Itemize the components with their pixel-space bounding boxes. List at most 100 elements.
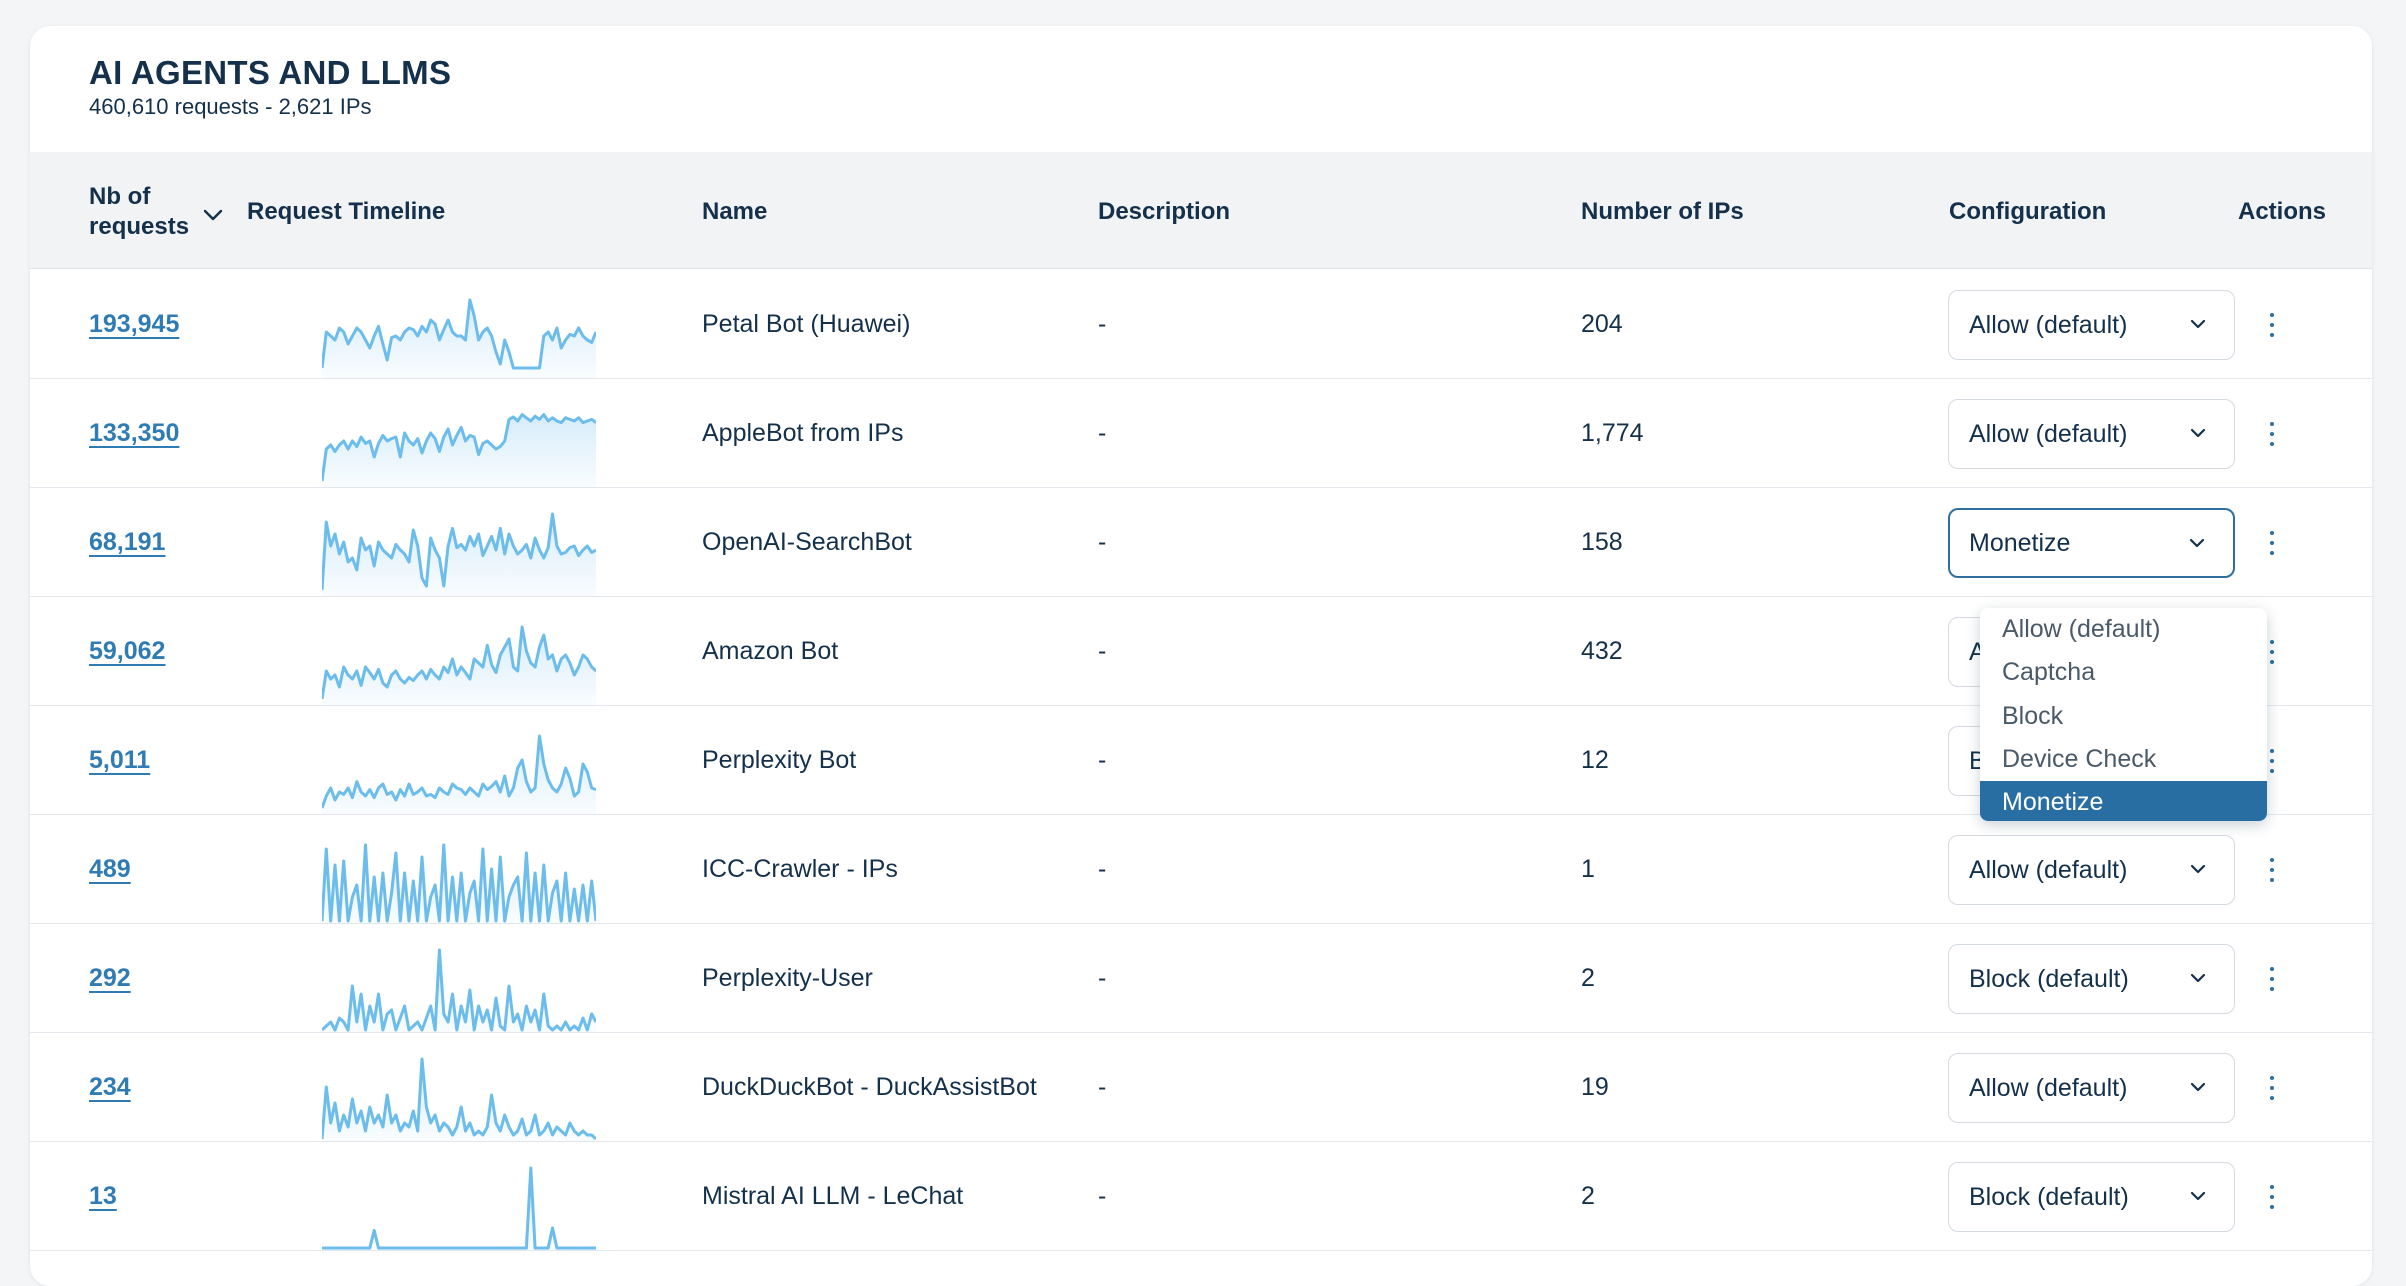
configuration-value: Allow (default) [1969,420,2128,448]
more-vertical-icon[interactable] [2262,528,2282,558]
ip-count: 432 [1581,637,1623,665]
bot-name: DuckDuckBot - DuckAssistBot [702,1073,1037,1101]
configuration-select[interactable]: Block (default) [1948,944,2235,1014]
configuration-select[interactable]: Block (default) [1948,1162,2235,1232]
sparkline-area [322,627,596,705]
dropdown-option[interactable]: Allow (default) [2002,615,2161,643]
chevron-down-icon [2189,538,2205,548]
chevron-down-icon [2190,1082,2206,1092]
chevron-down-icon [2190,1191,2206,1201]
bot-name: Perplexity Bot [702,746,857,774]
table-row: 193,945 Petal Bot (Huawei) - 204 Allow (… [30,270,2372,379]
bot-description: - [1098,746,1107,774]
request-count-link[interactable]: 234 [89,1073,131,1101]
ai-agents-card: AI AGENTS AND LLMS 460,610 requests - 2,… [30,26,2372,1286]
configuration-dropdown-menu: Allow (default) Captcha Block Device Check M… [1980,608,2267,821]
chevron-down-icon[interactable] [202,208,224,222]
bot-name: ICC-Crawler - IPs [702,855,898,883]
page-subtitle: 460,610 requests - 2,621 IPs [89,94,372,119]
sparkline-line [322,298,596,370]
sparkline-line [322,734,596,809]
sparkline-line [322,1166,596,1250]
request-timeline-sparkline [322,625,596,705]
request-count-link[interactable]: 489 [89,855,131,883]
configuration-select[interactable]: Monetize [1948,508,2235,578]
page-title: AI AGENTS AND LLMS [89,54,452,91]
column-timeline: Request Timeline [247,198,446,225]
ip-count: 2 [1581,964,1595,992]
bot-description: - [1098,1182,1107,1210]
request-timeline-sparkline [322,413,596,487]
table-row: 489 ICC-Crawler - IPs - 1 Allow (default… [30,815,2372,924]
configuration-value: Allow (default) [1969,311,2128,339]
more-vertical-icon[interactable] [2262,1182,2282,1212]
sparkline-line [322,512,596,591]
chevron-down-icon [2190,319,2206,329]
bot-description: - [1098,1073,1107,1101]
more-vertical-icon[interactable] [2262,1073,2282,1103]
ip-count: 1,774 [1581,419,1644,447]
request-timeline-sparkline [322,948,596,1032]
bot-name: AppleBot from IPs [702,419,904,447]
request-timeline-sparkline [322,734,596,814]
column-description: Description [1098,198,1231,225]
request-count-link[interactable]: 13 [89,1182,117,1210]
bot-description: - [1098,637,1107,665]
request-count-link[interactable]: 193,945 [89,310,180,338]
table-row: 133,350 AppleBot from IPs - 1,774 Allow … [30,379,2372,488]
request-count-link[interactable]: 292 [89,964,131,992]
more-vertical-icon[interactable] [2262,964,2282,994]
dropdown-option[interactable]: Captcha [2002,658,2096,687]
dropdown-option[interactable]: Device Check [2002,744,2157,773]
ip-count: 158 [1581,528,1623,556]
column-ips: Number of IPs [1581,198,1744,225]
configuration-value: Block (default) [1969,1183,2129,1211]
bot-description: - [1098,419,1107,447]
more-vertical-icon[interactable] [2262,855,2282,885]
dropdown-option[interactable]: Monetize [1980,781,2267,821]
bot-name: Mistral AI LLM - LeChat [702,1182,964,1210]
ip-count: 12 [1581,746,1609,774]
more-vertical-icon[interactable] [2262,419,2282,449]
configuration-select[interactable]: Allow (default) [1948,399,2235,469]
configuration-select[interactable]: Allow (default) [1948,835,2235,905]
configuration-select[interactable]: Allow (default) [1948,1053,2235,1123]
table-header: Nb of requests Request Timeline Name Des… [30,152,2372,269]
sparkline-line [322,625,596,700]
more-vertical-icon[interactable] [2262,637,2282,667]
more-vertical-icon[interactable] [2262,746,2282,776]
sparkline-line [322,413,596,482]
bot-description: - [1098,310,1107,338]
request-count-link[interactable]: 5,011 [89,746,151,774]
configuration-select[interactable]: Allow (default) [1948,290,2235,360]
column-actions: Actions [2238,198,2327,225]
table-row: 13 Mistral AI LLM - LeChat - 2 Block (de… [30,1142,2372,1251]
ip-count: 2 [1581,1182,1595,1210]
column-configuration: Configuration [1949,198,2107,225]
request-timeline-sparkline [322,843,596,923]
configuration-value: Block (default) [1969,965,2129,993]
configuration-value: Allow (default) [1969,1074,2128,1102]
sparkline-line [322,843,596,923]
configuration-value: Allow (default) [1969,856,2128,884]
bot-description: - [1098,855,1107,883]
bot-description: - [1098,528,1107,556]
configuration-value: Monetize [1969,529,2071,557]
table-row: 68,191 OpenAI-SearchBot - 158 Monetize [30,488,2372,597]
request-count-link[interactable]: 133,350 [89,419,180,447]
bot-name: Perplexity-User [702,964,873,992]
column-requests[interactable]: Nb of requests [89,182,189,242]
sparkline-area [322,414,596,487]
request-count-link[interactable]: 59,062 [89,637,166,665]
sparkline-area [322,514,596,596]
bot-name: OpenAI-SearchBot [702,528,912,556]
table-row: 234 DuckDuckBot - DuckAssistBot - 19 All… [30,1033,2372,1142]
sparkline-line [322,1057,596,1141]
bot-name: Amazon Bot [702,637,839,665]
dropdown-option[interactable]: Block [2002,701,2064,730]
sparkline-line [322,948,596,1032]
chevron-down-icon [2190,973,2206,983]
request-count-link[interactable]: 68,191 [89,528,166,556]
more-vertical-icon[interactable] [2262,310,2282,340]
ip-count: 19 [1581,1073,1609,1101]
